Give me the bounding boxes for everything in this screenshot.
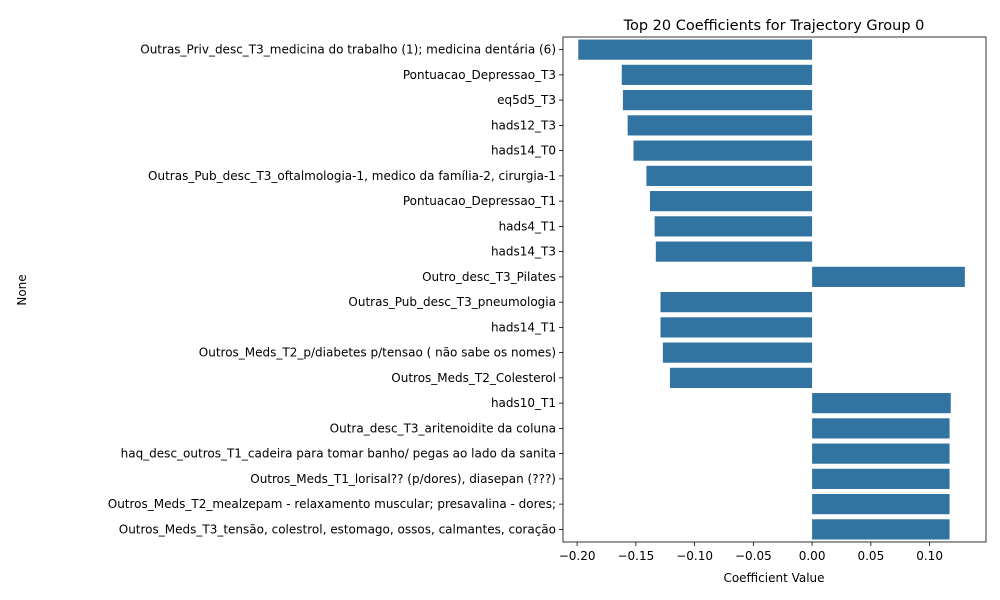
bar: [669, 367, 813, 388]
x-tick-label: 0.10: [916, 549, 943, 563]
y-tick-label: Outra_desc_T3_aritenoidite da coluna: [330, 421, 556, 435]
y-tick-label: Outras_Pub_desc_T3_oftalmologia-1, medic…: [148, 169, 556, 183]
y-tick-label: Outras_Priv_desc_T3_medicina do trabalho…: [140, 43, 556, 57]
bar: [660, 292, 813, 313]
y-tick-label: Pontuacao_Depressao_T3: [403, 68, 556, 82]
bar: [662, 342, 813, 363]
y-tick-label: Outros_Meds_T2_mealzepam - relaxamento m…: [108, 497, 556, 511]
bar: [812, 494, 950, 515]
bar: [622, 90, 813, 111]
y-tick-label: hads12_T3: [491, 118, 556, 132]
y-tick-label: hads10_T1: [491, 396, 556, 410]
bar: [654, 216, 813, 237]
bar: [649, 191, 813, 212]
y-tick-label: Outras_Pub_desc_T3_pneumologia: [348, 295, 556, 309]
chart-title: Top 20 Coefficients for Trajectory Group…: [623, 18, 925, 34]
bar: [812, 443, 950, 464]
y-tick-label: hads14_T1: [491, 320, 556, 334]
y-axis-ticks: Outras_Priv_desc_T3_medicina do trabalho…: [108, 43, 563, 536]
bar: [633, 140, 813, 161]
y-tick-label: Pontuacao_Depressao_T1: [403, 194, 556, 208]
plot-frame: [562, 36, 987, 543]
y-tick-label: Outros_Meds_T2_Colesterol: [391, 371, 556, 385]
y-tick-label: Outros_Meds_T2_p/diabetes p/tensao ( não…: [199, 346, 556, 360]
x-tick-label: 0.05: [857, 549, 884, 563]
x-tick-label: −0.10: [676, 549, 713, 563]
bar: [578, 39, 813, 60]
y-tick-label: Outros_Meds_T1_lorisal?? (p/dores), dias…: [250, 472, 556, 486]
x-tick-label: −0.05: [735, 549, 772, 563]
y-tick-label: hads14_T3: [491, 245, 556, 259]
bar: [812, 393, 951, 414]
y-tick-label: Outro_desc_T3_Pilates: [422, 270, 556, 284]
bar: [812, 468, 950, 489]
y-tick-label: Outros_Meds_T3_tensão, colestrol, estoma…: [119, 522, 556, 536]
y-tick-label: hads14_T0: [491, 144, 556, 158]
bar: [812, 418, 950, 439]
x-tick-label: −0.20: [559, 549, 596, 563]
y-tick-label: eq5d5_T3: [497, 93, 556, 107]
bar: [621, 64, 813, 85]
y-axis-label: None: [15, 274, 29, 305]
x-axis-label: Coefficient Value: [723, 571, 824, 585]
bar: [627, 115, 813, 136]
bar: [655, 241, 813, 262]
x-axis-ticks: −0.20 −0.15 −0.10 −0.05 0.00 0.05 0.10: [559, 542, 943, 563]
bar: [660, 317, 813, 338]
y-tick-label: hads4_T1: [499, 219, 556, 233]
y-tick-label: haq_desc_outros_T1_cadeira para tomar ba…: [121, 447, 556, 461]
bar: [812, 266, 965, 287]
bars-group: [578, 39, 965, 540]
x-tick-label: −0.15: [617, 549, 654, 563]
bar: [646, 165, 813, 186]
x-tick-label: 0.00: [799, 549, 826, 563]
bar: [812, 519, 950, 540]
